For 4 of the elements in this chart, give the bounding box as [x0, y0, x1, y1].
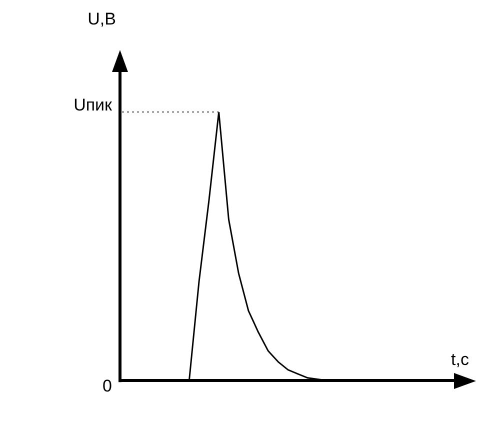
- x-axis-title: t,c: [451, 350, 470, 369]
- text: 0: [102, 376, 112, 396]
- ref-line-label: Uпик: [74, 96, 113, 115]
- y-axis-title: U,B: [88, 10, 116, 29]
